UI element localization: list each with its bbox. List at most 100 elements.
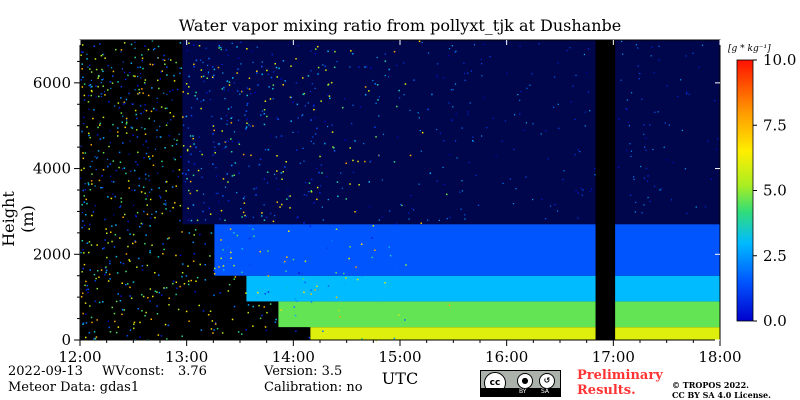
noise-pixel [124,126,126,129]
noise-pixel [218,266,220,268]
x-tick-label: 16:00 [485,348,528,366]
noise-pixel [464,79,466,81]
noise-pixel [230,138,232,140]
noise-pixel [237,331,240,333]
noise-pixel [80,251,82,254]
noise-pixel [190,219,193,222]
noise-pixel [628,125,630,127]
noise-pixel [695,206,697,208]
noise-pixel [200,69,203,71]
noise-pixel [124,78,127,80]
noise-pixel [174,202,176,204]
noise-pixel [267,275,270,277]
noise-pixel [110,197,113,200]
noise-pixel [81,51,83,53]
noise-pixel [290,120,292,122]
noise-pixel [132,134,134,136]
noise-pixel [86,58,88,60]
noise-pixel [90,180,93,182]
noise-pixel [285,161,287,163]
noise-pixel [236,90,239,92]
noise-pixel [157,172,159,174]
noise-pixel [207,314,210,316]
noise-pixel [135,215,137,218]
noise-pixel [141,293,143,296]
noise-pixel [136,129,138,131]
noise-pixel [144,242,146,245]
noise-pixel [85,198,87,201]
noise-pixel [222,195,224,197]
y-tick-label: 0 [61,331,71,349]
noise-pixel [134,75,136,78]
noise-pixel [483,97,485,99]
noise-pixel [316,127,318,130]
noise-pixel [241,333,243,335]
noise-pixel [144,128,146,130]
noise-pixel [201,176,203,178]
noise-pixel [82,116,85,119]
noise-pixel [193,65,195,68]
noise-pixel [187,161,190,163]
noise-pixel [165,180,168,183]
noise-pixel [463,62,465,64]
noise-pixel [292,131,294,133]
noise-pixel [375,102,377,104]
noise-pixel [203,202,205,204]
noise-pixel [145,140,147,142]
noise-pixel [246,87,248,89]
noise-pixel [81,240,84,242]
noise-pixel [311,178,313,181]
noise-pixel [133,169,136,172]
noise-pixel [90,89,93,92]
noise-pixel [538,43,540,45]
noise-pixel [266,182,269,184]
noise-pixel [120,261,122,264]
noise-pixel [221,130,223,132]
noise-pixel [375,136,377,138]
noise-pixel [98,276,100,278]
noise-pixel [265,329,268,332]
noise-pixel [310,301,313,303]
noise-pixel [302,77,304,79]
by-person-icon: ● [517,373,533,389]
noise-pixel [621,40,623,42]
noise-pixel [286,256,288,258]
noise-pixel [164,63,166,65]
noise-pixel [141,269,144,271]
noise-pixel [181,172,184,175]
noise-pixel [213,129,215,132]
noise-pixel [182,91,184,93]
noise-pixel [216,175,218,177]
noise-pixel [327,199,329,201]
noise-pixel [125,98,128,101]
noise-pixel [90,86,92,88]
noise-pixel [234,276,237,278]
noise-pixel [199,151,201,153]
noise-pixel [81,271,83,273]
noise-pixel [332,49,334,51]
noise-pixel [276,201,278,203]
noise-pixel [81,226,83,229]
noise-pixel [147,94,150,97]
noise-pixel [80,296,83,298]
noise-pixel [158,187,160,189]
noise-pixel [125,270,127,273]
noise-pixel [198,304,200,307]
noise-pixel [154,216,156,219]
noise-pixel [109,163,112,165]
noise-pixel [169,112,171,114]
noise-pixel [343,272,345,275]
profile-layer-1 [278,301,720,328]
noise-pixel [241,90,243,93]
noise-pixel [214,267,216,270]
noise-pixel [181,275,183,278]
noise-pixel [128,259,130,261]
noise-pixel [137,93,139,95]
noise-pixel [248,88,251,90]
noise-pixel [236,192,238,194]
noise-pixel [202,193,205,195]
noise-pixel [88,241,91,243]
noise-pixel [82,211,84,214]
noise-pixel [134,89,136,91]
noise-pixel [313,202,315,204]
